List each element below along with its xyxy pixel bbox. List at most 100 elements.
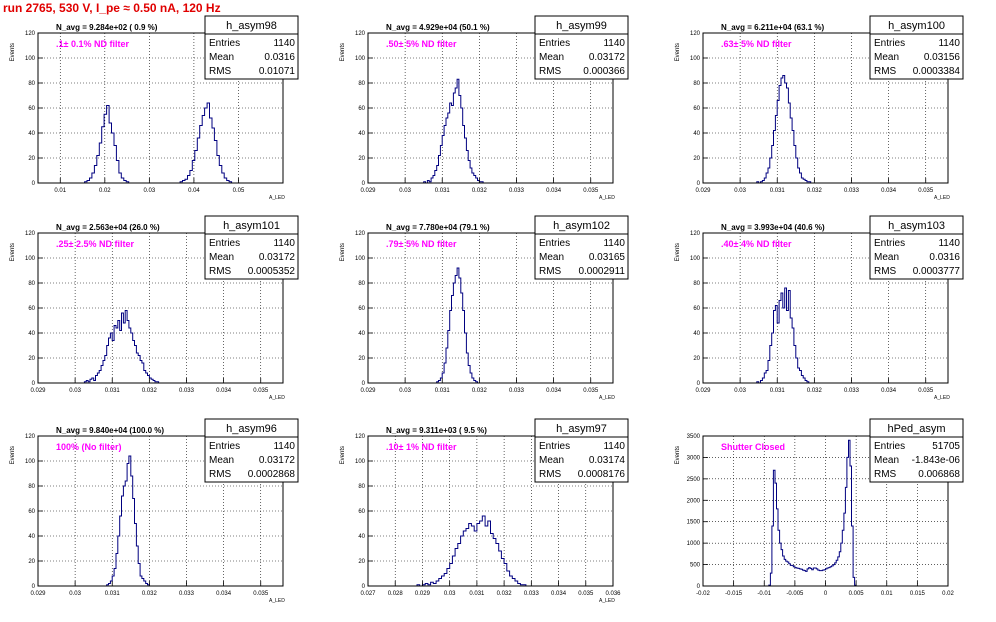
y-tick-label: 60 — [28, 106, 35, 112]
stats-value: 0.0003384 — [913, 66, 961, 77]
x-tick-label: 0.032 — [807, 388, 823, 394]
y-tick-label: 40 — [358, 131, 365, 137]
stats-title: h_asym99 — [556, 20, 607, 32]
filter-label: Shutter Closed — [721, 442, 785, 452]
y-tick-label: 60 — [358, 106, 365, 112]
y-tick-label: 120 — [690, 31, 701, 37]
x-axis-label: A_LED — [599, 395, 615, 401]
stats-label: Entries — [539, 238, 570, 249]
filter-label: 100% (No filter) — [56, 442, 122, 452]
y-tick-label: 20 — [358, 559, 365, 565]
y-axis-label: Events — [10, 243, 16, 261]
y-axis-label: Events — [340, 446, 346, 464]
stats-label: Mean — [539, 455, 564, 466]
histogram-line — [38, 102, 283, 184]
y-tick-label: 40 — [358, 331, 365, 337]
panel-h_asym96: 0.029 0.03 0.031 0.032 0.033 0.034 0.035 0 20 40 6… — [10, 418, 299, 604]
stats-value: 0.0002911 — [578, 266, 625, 277]
stats-value: 0.0003777 — [913, 266, 961, 277]
stats-label: RMS — [539, 469, 562, 480]
histogram-line — [416, 515, 529, 587]
y-tick-label: 60 — [358, 509, 365, 515]
y-tick-label: 100 — [355, 256, 366, 262]
panel-h_asym103: 0.029 0.03 0.031 0.032 0.033 0.034 0.035 0 20 40 6… — [675, 215, 964, 401]
stats-label: RMS — [874, 66, 897, 77]
x-axis-label: A_LED — [269, 395, 285, 401]
y-tick-label: 60 — [693, 306, 700, 312]
stats-value: -1.843e-06 — [912, 455, 961, 466]
filter-label: .79± 5% ND filter — [386, 239, 457, 249]
y-tick-label: 120 — [355, 31, 366, 37]
y-axis-label: Events — [675, 446, 681, 464]
x-tick-label: 0.034 — [881, 188, 897, 194]
navg-label: N_avg = 7.780e+04 (79.1 %) — [386, 223, 490, 232]
x-tick-label: 0.03 — [444, 591, 456, 597]
x-tick-label: 0.036 — [605, 591, 621, 597]
y-tick-label: 20 — [358, 156, 365, 162]
x-tick-label: 0.029 — [695, 388, 711, 394]
histogram-line — [434, 267, 484, 384]
x-tick-label: 0.029 — [360, 388, 376, 394]
filter-label: .25± 2.5% ND filter — [56, 239, 134, 249]
stats-box — [869, 436, 964, 483]
stats-box — [204, 436, 299, 483]
y-tick-label: 0 — [697, 381, 701, 387]
navg-label: N_avg = 9.840e+04 (100.0 %) — [56, 426, 164, 435]
x-tick-label: 0.033 — [509, 388, 525, 394]
y-tick-label: 80 — [28, 281, 35, 287]
y-tick-label: 3500 — [687, 434, 701, 440]
x-tick-label: 0.03 — [734, 388, 746, 394]
x-tick-label: 0.033 — [179, 388, 195, 394]
y-tick-label: 0 — [32, 584, 36, 590]
stats-label: RMS — [874, 469, 897, 480]
stats-box — [204, 233, 299, 280]
histogram-line — [420, 78, 495, 184]
x-tick-label: 0.032 — [142, 388, 158, 394]
stats-label: Mean — [209, 52, 234, 63]
x-tick-label: -0.005 — [786, 591, 804, 597]
x-tick-label: 0.033 — [179, 591, 195, 597]
stats-value: 0.03174 — [589, 455, 626, 466]
y-tick-label: 80 — [358, 81, 365, 87]
stats-label: RMS — [874, 266, 897, 277]
x-tick-label: -0.02 — [696, 591, 710, 597]
y-tick-label: 120 — [25, 434, 36, 440]
y-tick-label: 2000 — [687, 498, 701, 504]
y-axis-label: Events — [675, 43, 681, 61]
y-tick-label: 100 — [25, 256, 36, 262]
x-axis-label: A_LED — [934, 395, 950, 401]
x-tick-label: 0.034 — [546, 188, 562, 194]
x-axis-label: A_LED — [934, 195, 950, 201]
y-tick-label: 0 — [697, 584, 701, 590]
x-tick-label: 0.031 — [435, 188, 451, 194]
x-tick-label: 0.015 — [910, 591, 926, 597]
y-tick-label: 60 — [28, 306, 35, 312]
stats-value: 0.03172 — [259, 455, 296, 466]
y-tick-label: 500 — [690, 563, 701, 569]
panel-h_asym97: 0.027 0.028 0.029 0.03 0.031 0.032 0.033 0.034 0… — [340, 418, 629, 604]
x-tick-label: 0.032 — [472, 188, 488, 194]
y-tick-label: 3000 — [687, 455, 701, 461]
y-tick-label: 20 — [28, 356, 35, 362]
histogram-line — [755, 75, 826, 184]
filter-label: .1± 0.1% ND filter — [56, 39, 129, 49]
x-tick-label: 0.032 — [497, 591, 513, 597]
x-tick-label: 0.033 — [844, 388, 860, 394]
stats-title: hPed_asym — [887, 423, 945, 435]
x-axis-label: A_LED — [269, 195, 285, 201]
filter-label: .40± 4% ND filter — [721, 239, 792, 249]
stats-value: 0.0005352 — [248, 266, 296, 277]
y-tick-label: 100 — [355, 459, 366, 465]
x-tick-label: 0.03 — [399, 188, 411, 194]
x-tick-label: 0.034 — [216, 591, 232, 597]
x-tick-label: 0.031 — [770, 388, 786, 394]
y-tick-label: 40 — [28, 534, 35, 540]
stats-label: RMS — [539, 66, 562, 77]
x-tick-label: 0.03 — [144, 188, 156, 194]
x-tick-label: 0.028 — [388, 591, 404, 597]
stats-title: h_asym96 — [226, 423, 277, 435]
y-tick-label: 60 — [693, 106, 700, 112]
x-tick-label: 0.031 — [105, 388, 121, 394]
x-tick-label: 0.035 — [253, 591, 269, 597]
